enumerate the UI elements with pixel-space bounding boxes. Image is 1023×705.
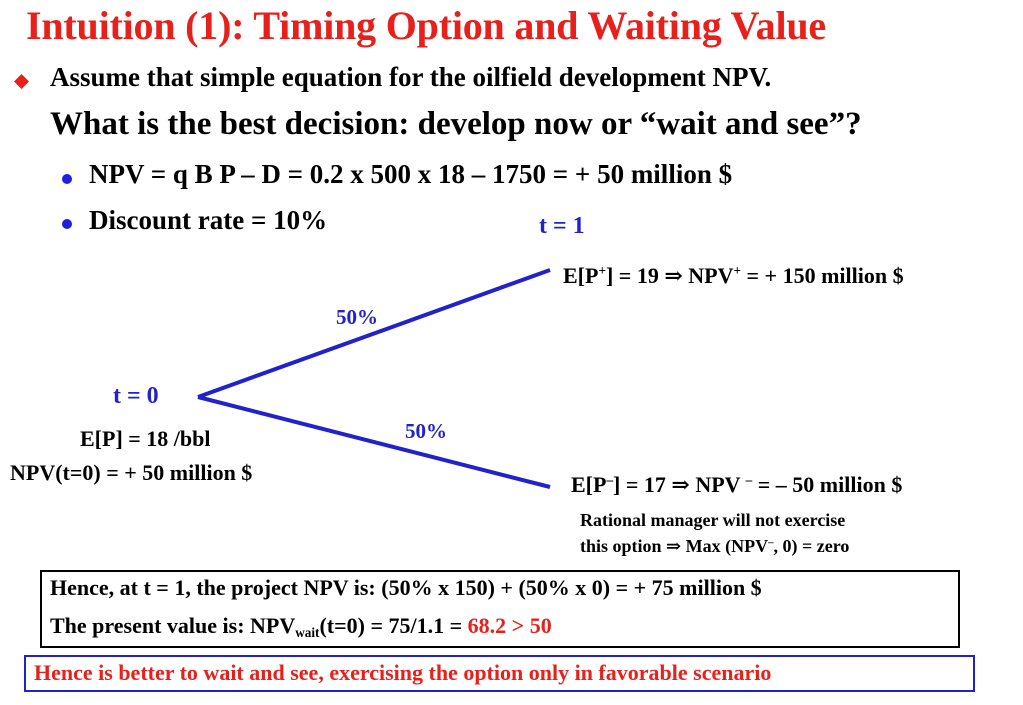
main-bullet-line-2: What is the best decision: develop now o… — [50, 106, 862, 142]
round-bullet-icon — [62, 219, 72, 229]
rational-note-line-1: Rational manager will not exercise — [580, 510, 846, 530]
conclusion-line-1: Hence, at t = 1, the project NPV is: (50… — [50, 575, 762, 600]
prob-down-label: 50% — [405, 419, 447, 443]
conclusion-line-2: The present value is: NPVwait(t=0) = 75/… — [50, 613, 552, 640]
npv-t0: NPV(t=0) = + 50 million $ — [10, 460, 253, 485]
expected-price-t0: E[P] = 18 /bbl — [80, 426, 211, 451]
down-outcome-label: E[P–] = 17 ⇒ NPV – = – 50 million $ — [571, 472, 903, 497]
prob-up-label: 50% — [336, 305, 378, 329]
diamond-bullet-icon — [14, 74, 29, 89]
slide-title: Intuition (1): Timing Option and Waiting… — [26, 3, 826, 48]
final-conclusion-box: Hence is better to wait and see, exercis… — [24, 655, 975, 692]
final-conclusion-text: Hence is better to wait and see, exercis… — [34, 660, 772, 685]
sub-bullet-discount: Discount rate = 10% — [89, 205, 328, 235]
time-label-t1: t = 1 — [539, 213, 585, 239]
round-bullet-icon — [62, 174, 72, 184]
present-value-highlight: 68.2 > 50 — [467, 613, 552, 638]
main-bullet-line-1: Assume that simple equation for the oilf… — [50, 62, 772, 92]
down-branch-line — [197, 395, 551, 489]
conclusion-box: Hence, at t = 1, the project NPV is: (50… — [40, 570, 960, 648]
rational-note-line-2: this option ⇒ Max (NPV–, 0) = zero — [580, 536, 850, 556]
up-outcome-label: E[P+] = 19 ⇒ NPV+ = + 150 million $ — [563, 263, 904, 288]
time-label-t0: t = 0 — [113, 383, 159, 409]
up-branch-line — [197, 268, 551, 399]
sub-bullet-npv: NPV = q B P – D = 0.2 x 500 x 18 – 1750 … — [89, 159, 733, 189]
